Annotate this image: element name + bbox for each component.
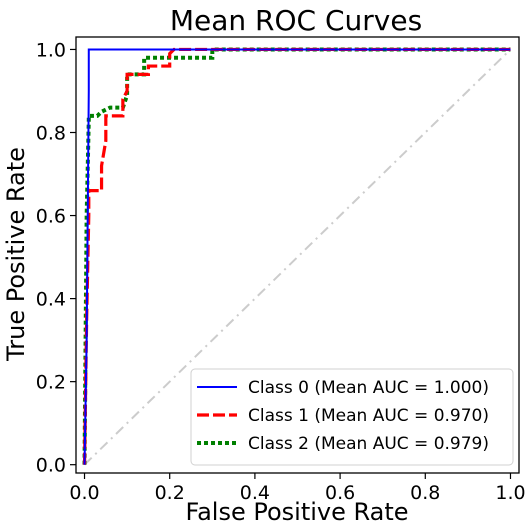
legend-entry-label: Class 2 (Mean AUC = 0.979): [248, 434, 489, 454]
x-tick-label: 0.6: [325, 482, 355, 504]
x-tick-label: 0.2: [155, 482, 185, 504]
plot-area: [82, 47, 512, 466]
y-tick-label: 0.6: [36, 206, 66, 228]
x-axis-ticks: 0.0 0.2 0.4 0.6 0.8 1.0: [69, 473, 526, 504]
series-line-class-1: [82, 47, 511, 465]
y-tick-label: 1.0: [36, 39, 66, 61]
legend-entry-label: Class 0 (Mean AUC = 1.000): [248, 378, 489, 398]
legend-entry-label: Class 1 (Mean AUC = 0.970): [248, 406, 489, 426]
legend: Class 0 (Mean AUC = 1.000) Class 1 (Mean …: [190, 368, 514, 466]
series-line-class-0: [83, 48, 511, 465]
series-line-class-2: [82, 47, 511, 465]
legend-box: [190, 368, 514, 466]
plot-frame: [75, 36, 520, 474]
x-tick-label: 0.8: [410, 482, 440, 504]
chart-title: Mean ROC Curves: [170, 4, 422, 37]
y-axis-ticks: 0.0 0.2 0.4 0.6 0.8 1.0: [36, 39, 76, 477]
x-tick-label: 0.4: [240, 482, 270, 504]
x-axis-label: False Positive Rate: [185, 498, 408, 526]
x-tick-label: 1.0: [495, 482, 525, 504]
y-tick-label: 0.4: [36, 289, 66, 311]
x-tick-label: 0.0: [69, 482, 99, 504]
y-tick-label: 0.0: [36, 455, 66, 477]
y-axis-label: True Positive Rate: [2, 147, 30, 362]
y-tick-label: 0.2: [36, 372, 66, 394]
y-tick-label: 0.8: [36, 123, 66, 145]
